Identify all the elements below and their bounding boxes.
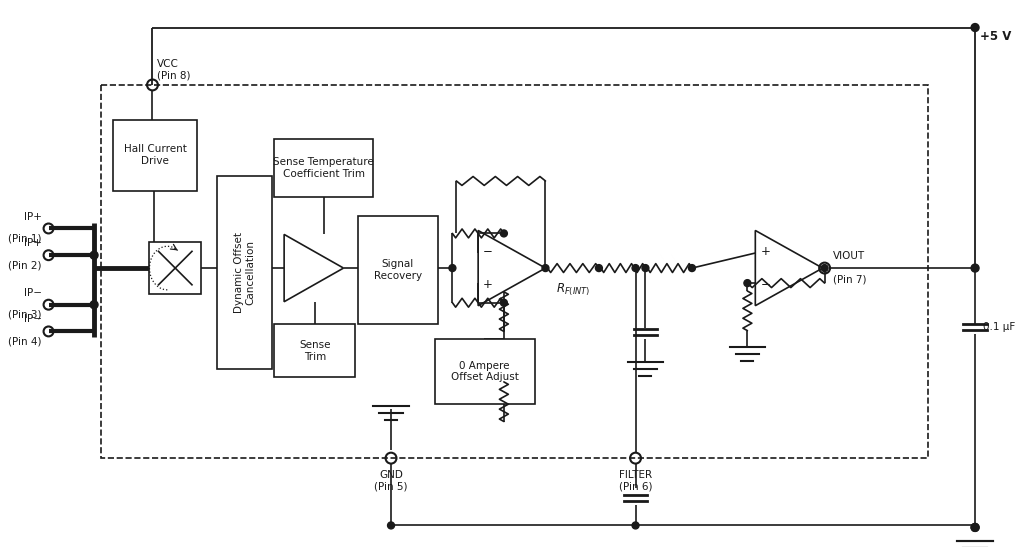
Text: Sense
Trim: Sense Trim [299, 340, 331, 361]
Text: (Pin 7): (Pin 7) [833, 275, 866, 285]
Circle shape [449, 265, 456, 272]
Bar [274, 139, 373, 197]
Text: Hall Current
Drive: Hall Current Drive [124, 145, 186, 166]
Text: GND: GND [379, 470, 403, 480]
Text: (Pin 2): (Pin 2) [8, 260, 42, 270]
Bar [358, 216, 437, 324]
Bar [217, 176, 272, 369]
Text: VIOUT: VIOUT [833, 251, 864, 261]
Circle shape [688, 265, 695, 272]
Bar [150, 243, 201, 294]
Text: −: − [483, 245, 493, 257]
Text: IP−: IP− [24, 288, 42, 298]
Circle shape [542, 265, 549, 272]
Circle shape [387, 522, 394, 529]
Text: IP−: IP− [24, 315, 42, 324]
Text: (Pin 6): (Pin 6) [618, 482, 652, 492]
Text: (Pin 1): (Pin 1) [8, 233, 42, 244]
Circle shape [971, 264, 979, 272]
Circle shape [90, 301, 98, 309]
Circle shape [971, 524, 979, 531]
Text: (Pin 3): (Pin 3) [8, 310, 42, 320]
Text: 0.1 μF: 0.1 μF [983, 322, 1015, 332]
Circle shape [821, 265, 828, 272]
Text: $R_{F(INT)}$: $R_{F(INT)}$ [556, 282, 590, 298]
Text: Sense Temperature
Coefficient Trim: Sense Temperature Coefficient Trim [273, 157, 374, 179]
Circle shape [971, 524, 979, 531]
Text: IP+: IP+ [24, 212, 42, 222]
Bar [113, 119, 197, 191]
Text: (Pin 4): (Pin 4) [8, 337, 42, 346]
Circle shape [90, 251, 98, 259]
Bar [434, 339, 535, 404]
Circle shape [501, 230, 507, 237]
Circle shape [595, 265, 602, 272]
Text: (Pin 5): (Pin 5) [375, 482, 408, 492]
Text: 0 Ampere
Offset Adjust: 0 Ampere Offset Adjust [451, 361, 518, 382]
Circle shape [632, 522, 639, 529]
Text: IP+: IP+ [24, 238, 42, 248]
Circle shape [632, 265, 639, 272]
Text: Signal
Recovery: Signal Recovery [374, 259, 422, 281]
Text: FILTER: FILTER [618, 470, 652, 480]
Circle shape [501, 299, 507, 306]
Text: +5 V: +5 V [980, 30, 1012, 42]
Text: −: − [760, 278, 770, 292]
Bar [274, 324, 355, 377]
Text: +: + [760, 245, 770, 257]
Text: +: + [483, 278, 493, 292]
Circle shape [971, 24, 979, 31]
Text: VCC
(Pin 8): VCC (Pin 8) [158, 59, 190, 81]
Circle shape [642, 265, 649, 272]
Bar [101, 85, 928, 458]
Text: Dynamic Offset
Cancellation: Dynamic Offset Cancellation [233, 232, 255, 313]
Circle shape [743, 279, 751, 287]
